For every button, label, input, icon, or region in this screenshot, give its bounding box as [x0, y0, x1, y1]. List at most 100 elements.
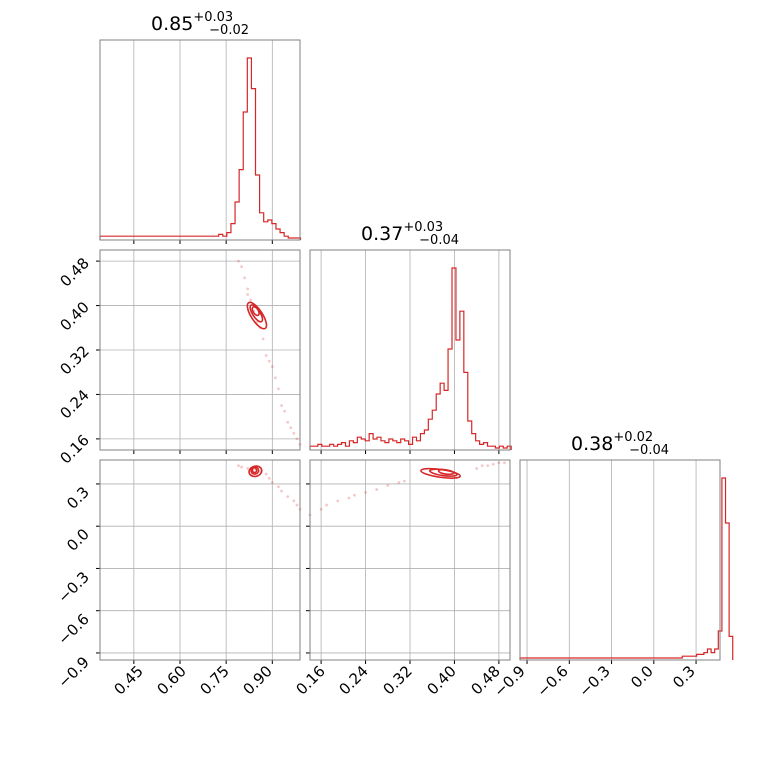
title-median-0: 0.85 [151, 13, 193, 35]
scatter-point-1-6 [267, 476, 271, 480]
histogram-title-0: 0.85+0.03 −0.02 [151, 10, 249, 38]
scatter-point-2-2 [325, 503, 329, 507]
title-median-1: 0.37 [361, 223, 403, 245]
y-tick-p2-3: 0.0 [63, 525, 93, 555]
title-minus-1: −0.04 [419, 233, 459, 248]
scatter-point-2-8 [386, 483, 390, 487]
scatter-point-2-15 [497, 461, 501, 465]
scatter-point-2-11 [475, 467, 479, 470]
scatter-point-2-6 [364, 490, 367, 494]
contour-level-2-2 [437, 468, 455, 476]
histogram-title-2: 0.38+0.02 −0.04 [571, 430, 669, 458]
histogram-bg-2 [520, 460, 720, 660]
scatter-point-0-19 [292, 431, 296, 435]
histogram-bg-0 [100, 40, 300, 240]
title-plus-0: +0.03 [193, 10, 233, 25]
scatter-point-2-4 [347, 496, 351, 500]
x-tick-p2-2: −0.3 [575, 662, 613, 700]
scatter-point-0-1 [240, 265, 243, 269]
scatter-bg-1 [100, 460, 300, 660]
scatter-panel-0 [96, 249, 302, 454]
histogram-panel-0 [99, 39, 302, 244]
y-tick-p1-0: 0.16 [56, 431, 92, 467]
scatter-point-1-1 [240, 465, 243, 469]
y-tick-p1-4: 0.48 [56, 254, 92, 290]
scatter-point-1-7 [270, 481, 274, 484]
scatter-point-1-0 [237, 464, 240, 468]
scatter-point-0-13 [273, 376, 277, 380]
scatter-point-0-18 [289, 426, 293, 430]
scatter-point-0-14 [277, 387, 280, 391]
scatter-point-0-5 [249, 298, 253, 302]
scatter-point-0-12 [270, 365, 274, 369]
histogram-frame-2 [519, 459, 721, 661]
scatter-point-1-10 [286, 495, 290, 499]
y-tick-p1-2: 0.32 [56, 342, 92, 378]
histogram-title-1: 0.37+0.03 −0.04 [361, 220, 459, 248]
scatter-point-0-10 [264, 354, 268, 357]
scatter-point-2-9 [397, 481, 401, 484]
contour-level-1-2 [251, 466, 258, 474]
title-minus-2: −0.04 [629, 443, 669, 458]
histogram-frame-0 [99, 39, 301, 241]
scatter-point-2-12 [480, 464, 484, 468]
x-tick-p0-0: 0.45 [110, 662, 146, 698]
title-plus-2: +0.02 [613, 430, 653, 445]
scatter-point-0-15 [280, 404, 283, 407]
histogram-frame-1 [309, 249, 511, 451]
x-tick-p1-1: 0.24 [335, 662, 371, 698]
x-tick-p1-2: 0.32 [379, 662, 415, 698]
scatter-point-1-12 [295, 503, 299, 507]
x-tick-p2-1: −0.6 [533, 662, 571, 700]
y-tick-p1-1: 0.24 [56, 386, 92, 422]
scatter-point-2-10 [403, 479, 406, 483]
y-tick-p2-1: −0.6 [54, 610, 92, 648]
x-tick-p1-0: 0.16 [292, 662, 328, 698]
scatter-point-2-5 [353, 493, 356, 497]
scatter-panel-2 [306, 459, 511, 664]
scatter-point-0-4 [246, 293, 250, 296]
scatter-point-2-1 [319, 507, 323, 511]
contour-level-0-2 [251, 305, 260, 317]
scatter-point-0-20 [295, 437, 299, 441]
scatter-point-0-0 [237, 259, 240, 263]
title-minus-0: −0.02 [209, 23, 249, 38]
histogram-line-1 [309, 267, 512, 450]
scatter-point-1-5 [264, 472, 268, 476]
scatter-point-1-11 [292, 499, 296, 503]
scatter-panel-1 [96, 459, 302, 664]
histogram-panel-2 [519, 459, 734, 664]
scatter-point-1-8 [277, 485, 280, 489]
x-tick-p1-3: 0.40 [423, 662, 459, 698]
y-tick-p2-2: −0.3 [54, 568, 92, 606]
y-tick-p2-4: 0.3 [63, 483, 93, 513]
scatter-point-2-14 [491, 462, 495, 466]
x-tick-p2-4: 0.3 [669, 662, 699, 692]
y-tick-p1-3: 0.40 [56, 298, 92, 334]
scatter-point-0-9 [261, 337, 265, 341]
x-tick-p0-1: 0.60 [153, 662, 189, 698]
title-median-2: 0.38 [571, 433, 613, 455]
scatter-frame-2 [309, 459, 511, 661]
scatter-point-1-2 [246, 467, 250, 470]
scatter-point-2-13 [486, 464, 490, 468]
scatter-point-2-3 [336, 499, 340, 503]
scatter-frame-0 [99, 249, 301, 451]
histogram-line-0 [99, 57, 302, 240]
x-tick-p0-2: 0.75 [196, 662, 232, 698]
contour-level-0-0 [246, 301, 268, 330]
title-plus-1: +0.03 [403, 220, 443, 235]
scatter-point-0-2 [243, 276, 247, 280]
scatter-point-0-17 [286, 420, 290, 424]
y-tick-p2-0: −0.9 [54, 653, 92, 691]
x-tick-p0-3: 0.90 [239, 662, 275, 698]
scatter-point-0-3 [246, 287, 250, 291]
scatter-point-0-16 [283, 409, 287, 413]
scatter-point-2-7 [375, 488, 379, 491]
scatter-point-1-9 [280, 489, 283, 493]
histogram-panel-1 [309, 249, 512, 454]
scatter-point-2-16 [503, 461, 506, 465]
histogram-line-2 [519, 477, 734, 660]
scatter-point-0-11 [267, 359, 271, 363]
x-tick-p2-3: 0.0 [627, 662, 657, 692]
